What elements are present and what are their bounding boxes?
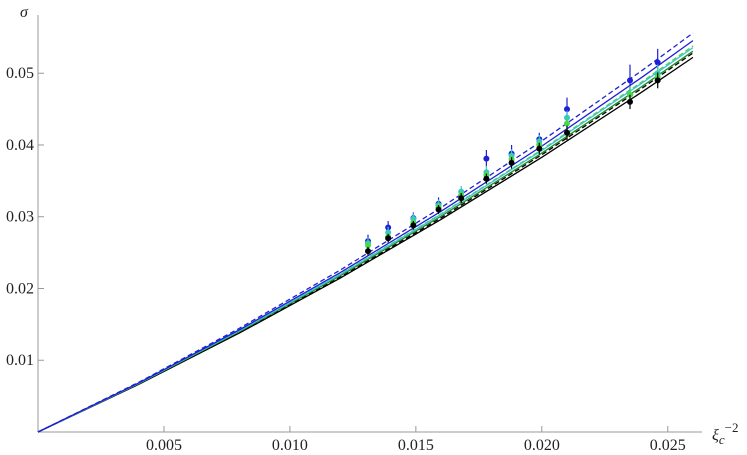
data-point <box>385 235 392 242</box>
data-point <box>564 106 571 113</box>
data-point <box>483 155 490 162</box>
y-tick-label: 0.01 <box>6 352 34 369</box>
x-label-sub: c <box>719 432 725 447</box>
y-tick-label: 0.04 <box>6 137 34 154</box>
data-point <box>654 59 661 66</box>
x-tick-label: 0.005 <box>146 437 182 454</box>
x-label-base: ξ <box>712 427 719 444</box>
data-point <box>410 222 417 229</box>
x-tick-label: 0.025 <box>650 437 686 454</box>
fit-curve <box>37 45 694 433</box>
x-tick-label: 0.020 <box>524 437 560 454</box>
data-point <box>626 77 633 84</box>
fit-curve <box>37 40 694 433</box>
data-point <box>564 129 571 136</box>
data-point <box>365 248 371 255</box>
x-label-sup: −2 <box>725 420 739 435</box>
data-point <box>626 98 633 105</box>
y-tick-label: 0.03 <box>6 209 34 226</box>
y-tick-label: 0.05 <box>6 65 34 82</box>
fit-curve <box>37 32 694 433</box>
y-tick-label: 0.02 <box>6 280 34 297</box>
data-point <box>508 159 515 166</box>
x-tick-label: 0.015 <box>398 437 434 454</box>
data-point <box>365 242 371 249</box>
x-axis-label: ξc−2 <box>712 420 738 447</box>
data-point <box>564 120 571 127</box>
data-point <box>483 175 490 182</box>
y-axis-label: σ <box>20 4 29 21</box>
data-point <box>536 145 543 152</box>
x-tick-label: 0.010 <box>272 437 308 454</box>
data-point <box>458 195 465 202</box>
data-point <box>654 77 661 84</box>
data-point <box>435 206 442 213</box>
